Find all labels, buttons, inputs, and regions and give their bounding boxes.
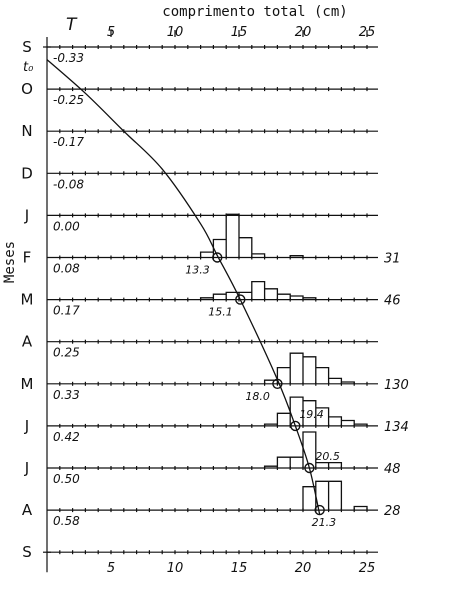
histogram xyxy=(263,431,343,468)
sample-size-label: 28 xyxy=(384,504,401,519)
month-label: S xyxy=(22,38,32,56)
x-axis-title: comprimento total (cm) xyxy=(162,4,347,20)
month-label: A xyxy=(22,501,33,519)
sample-size-label: 46 xyxy=(384,294,401,309)
t-label: T xyxy=(66,15,78,35)
histogram xyxy=(199,280,317,300)
month-label: M xyxy=(21,375,34,393)
top-tick-label: 15 xyxy=(231,25,248,40)
mean-length-label: 18.0 xyxy=(245,390,270,403)
age-label: -0.25 xyxy=(53,93,84,107)
mean-length-label: 15.1 xyxy=(208,306,233,319)
y-axis-title: Meses xyxy=(2,241,18,283)
bottom-tick-label: 15 xyxy=(231,561,248,576)
age-label: -0.17 xyxy=(53,135,84,149)
mean-length-label: 13.3 xyxy=(185,264,210,277)
histogram xyxy=(263,352,355,384)
month-label: J xyxy=(24,459,29,477)
histogram xyxy=(263,396,368,426)
age-label: 0.42 xyxy=(53,430,80,444)
age-label: 0.00 xyxy=(53,219,80,233)
histogram xyxy=(302,480,368,511)
top-tick-label: 5 xyxy=(107,25,115,40)
axes-layer: 5 10 15 20 25 5 10 15 20 25 S O N D J F M A M J J A S -0.33 -0.2… xyxy=(21,25,378,576)
top-tick-label: 20 xyxy=(295,25,312,40)
sample-size-label: 134 xyxy=(384,420,409,435)
age-label: 0.17 xyxy=(53,304,80,318)
mean-length-label: 21.3 xyxy=(312,516,337,529)
month-label: S xyxy=(22,543,32,561)
sample-size-label: 48 xyxy=(384,462,401,477)
month-label: A xyxy=(22,333,33,351)
age-label: 0.08 xyxy=(53,262,80,276)
mean-length-point xyxy=(235,294,246,305)
mean-length-label: 20.5 xyxy=(315,450,340,463)
month-label: N xyxy=(21,122,32,140)
sample-size-label: 130 xyxy=(384,378,409,393)
month-label: J xyxy=(24,206,29,224)
age-label: 0.58 xyxy=(53,514,80,528)
labels-layer: 31 46 130 134 48 28 13.3 15.1 18.0 19.4 20.5 21.3 xyxy=(185,252,409,530)
age-label: -0.08 xyxy=(53,177,84,191)
bottom-tick-label: 20 xyxy=(295,561,312,576)
age-label: 0.25 xyxy=(53,346,80,360)
bottom-tick-label: 10 xyxy=(167,561,184,576)
bottom-tick-label: 5 xyxy=(107,561,115,576)
age-label: 0.50 xyxy=(53,472,80,486)
mean-length-point xyxy=(314,504,325,516)
sample-size-label: 31 xyxy=(384,252,401,267)
growth-curve xyxy=(46,59,321,515)
month-label: D xyxy=(21,164,33,182)
growth-curve-layer xyxy=(46,59,325,516)
bottom-tick-label: 25 xyxy=(359,561,376,576)
mean-length-label: 19.4 xyxy=(299,408,324,421)
mean-length-point xyxy=(304,462,315,474)
month-label: J xyxy=(24,417,29,435)
histogram xyxy=(199,213,304,258)
histograms-layer xyxy=(199,213,368,511)
top-tick-label: 10 xyxy=(167,25,184,40)
top-tick-label: 25 xyxy=(359,25,376,40)
t0-label: t₀ xyxy=(23,60,34,75)
age-label: -0.33 xyxy=(53,51,84,65)
mean-length-point xyxy=(212,252,223,263)
month-label: M xyxy=(21,291,34,309)
month-label: O xyxy=(21,80,33,98)
month-label: F xyxy=(23,249,32,267)
age-label: 0.33 xyxy=(53,388,80,402)
